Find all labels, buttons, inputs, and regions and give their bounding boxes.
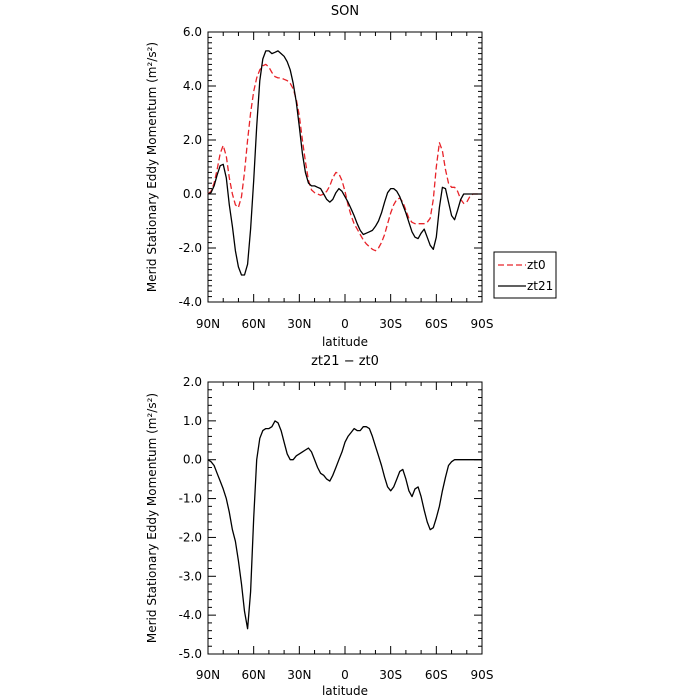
x-tick-label: 90N xyxy=(196,668,220,682)
x-tick-label: 60N xyxy=(242,668,266,682)
series-line-diff-0 xyxy=(207,420,482,630)
y-tick-label: 6.0 xyxy=(183,25,202,39)
x-tick-label: 90N xyxy=(196,317,220,331)
chart-title: zt21 − zt0 xyxy=(311,354,379,369)
plot-frame xyxy=(207,31,483,303)
y-tick-label: 0.0 xyxy=(183,187,202,201)
legend-box xyxy=(493,251,557,299)
y-tick-label: -4.0 xyxy=(179,608,202,622)
x-tick-label: 60S xyxy=(425,317,448,331)
legend-label-zt0: zt0 xyxy=(527,258,546,272)
series-line-zt21 xyxy=(207,50,482,276)
chart-panel-1: SON 90N 60N 30N 0 30S 60S 90S -4.0 -2.0 0.0 2.0 4.0 6… xyxy=(145,4,557,349)
y-tick-label: -4.0 xyxy=(179,295,202,309)
x-axis-label: latitude xyxy=(322,335,368,349)
x-tick-label: 30S xyxy=(379,668,402,682)
x-tick-label: 90S xyxy=(471,317,494,331)
x-axis-ticks xyxy=(207,32,483,302)
legend-label-zt21: zt21 xyxy=(527,279,553,293)
y-tick-label: 2.0 xyxy=(183,375,202,389)
x-axis-ticks xyxy=(207,382,483,654)
y-axis-label: Merid Stationary Eddy Momentum (m²/s²) xyxy=(145,393,159,643)
y-tick-label: 4.0 xyxy=(183,79,202,93)
y-axis-label: Merid Stationary Eddy Momentum (m²/s²) xyxy=(145,42,159,292)
chart-panel-2: zt21 − zt0 90N 60N 30N 0 30S 60S 90S -5.0 -4.0 -3.… xyxy=(145,354,493,698)
x-tick-label: 60S xyxy=(425,668,448,682)
y-tick-label: -3.0 xyxy=(179,569,202,583)
y-tick-label: -2.0 xyxy=(179,530,202,544)
x-tick-label: 0 xyxy=(341,668,349,682)
x-tick-label: 0 xyxy=(341,317,349,331)
series-line-zt0 xyxy=(207,63,482,252)
y-tick-label: 1.0 xyxy=(183,414,202,428)
y-tick-label: 2.0 xyxy=(183,133,202,147)
x-tick-label: 30N xyxy=(287,668,311,682)
x-tick-label: 90S xyxy=(471,668,494,682)
x-tick-label: 30N xyxy=(287,317,311,331)
x-axis-label: latitude xyxy=(322,684,368,698)
y-tick-label: 0.0 xyxy=(183,453,202,467)
chart-title: SON xyxy=(331,4,359,19)
y-tick-label: -2.0 xyxy=(179,241,202,255)
y-tick-label: -1.0 xyxy=(179,492,202,506)
x-tick-label: 60N xyxy=(242,317,266,331)
legend: zt0 zt21 xyxy=(493,251,557,299)
y-tick-label: -5.0 xyxy=(179,647,202,661)
x-tick-label: 30S xyxy=(379,317,402,331)
y-axis-ticks xyxy=(208,381,482,655)
y-axis-ticks xyxy=(208,31,482,303)
